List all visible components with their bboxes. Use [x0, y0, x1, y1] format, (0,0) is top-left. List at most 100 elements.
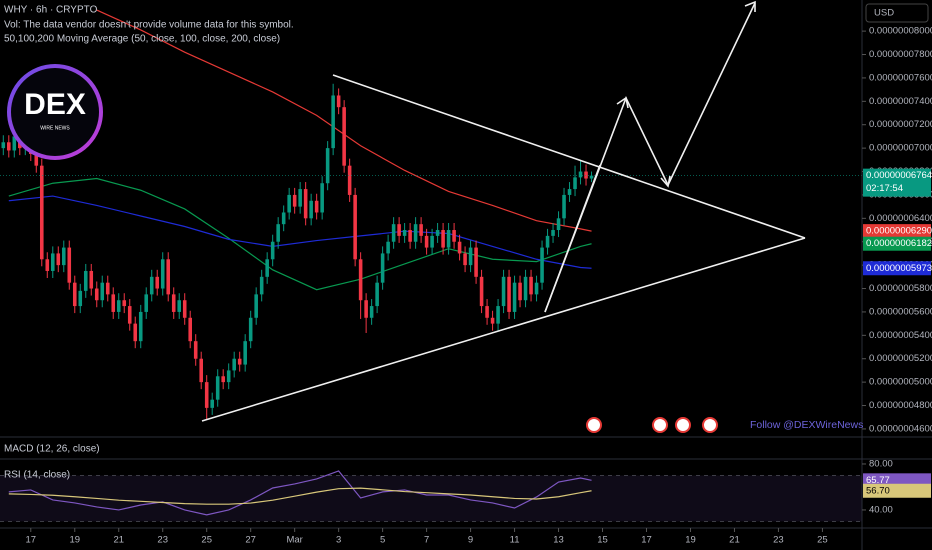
candle-body — [83, 270, 88, 291]
candle-body — [545, 235, 550, 248]
candle-body — [182, 300, 187, 318]
x-tick-label: 17 — [641, 535, 652, 546]
candle-body — [127, 306, 132, 324]
candle-body — [237, 358, 242, 365]
x-tick-label: 23 — [157, 535, 168, 546]
candle-body — [188, 317, 192, 342]
candle-body — [369, 306, 374, 318]
candle-body — [243, 341, 247, 365]
y-tick-label: 0.000000074000 — [869, 96, 932, 107]
logo-text: DEX — [24, 88, 86, 121]
candle-body — [446, 230, 451, 248]
candle-body — [589, 175, 594, 179]
candle-body — [468, 247, 473, 266]
candle-body — [496, 306, 500, 324]
symbol-title: WHY · 6h · CRYPTO — [4, 5, 98, 16]
candle-body — [386, 241, 390, 254]
candle-body — [204, 382, 209, 408]
candle-body — [364, 300, 368, 318]
candle-body — [474, 247, 478, 277]
price-tag — [863, 483, 931, 498]
x-tick-label: 25 — [817, 535, 828, 546]
candle-body — [34, 153, 39, 166]
candle-body — [105, 282, 110, 295]
rsi-title: RSI (14, close) — [4, 470, 70, 481]
volume-note: Vol: The data vendor doesn't provide vol… — [4, 20, 294, 31]
logo-ring — [7, 64, 103, 160]
candle-body — [391, 224, 396, 242]
candle-body — [254, 294, 258, 318]
y-tick-label: 0.000000072000 — [869, 119, 932, 130]
candle-body — [584, 171, 588, 179]
candle-body — [540, 247, 544, 283]
candle-body — [518, 282, 522, 301]
y-tick-label: 0.000000078000 — [869, 49, 932, 60]
candle-body — [463, 253, 467, 266]
candle-body — [7, 142, 11, 151]
candle-body — [358, 259, 363, 301]
macd-title: MACD (12, 26, close) — [4, 444, 100, 455]
candle-body — [210, 399, 214, 408]
rsi-band — [0, 475, 862, 522]
candle-body — [160, 259, 165, 289]
arrow-head — [744, 0, 756, 12]
candle-body — [1, 142, 6, 149]
event-icon[interactable] — [702, 417, 718, 433]
candle-body — [397, 224, 401, 236]
y-tick-label: 0.000000050000 — [869, 377, 932, 388]
price-tag-label: 0.000000059733 — [866, 263, 932, 274]
candle-body — [265, 259, 269, 277]
candle-body — [430, 235, 434, 248]
event-icon[interactable] — [652, 417, 668, 433]
candle-body — [270, 241, 275, 260]
event-icon[interactable] — [586, 417, 602, 433]
candle-body — [298, 189, 302, 207]
candle-body — [67, 247, 72, 283]
price-tag-label: 0.000000062906 — [866, 226, 932, 237]
candle-body — [501, 276, 506, 307]
candle-body — [100, 282, 105, 301]
candle-body — [342, 107, 346, 166]
x-tick-label: 9 — [468, 535, 473, 546]
candle-body — [276, 224, 280, 242]
y-tick-label: 0.000000054000 — [869, 330, 932, 341]
candle-body — [138, 311, 143, 342]
candle-body — [177, 300, 182, 312]
y-tick-label: 0.000000058000 — [869, 283, 932, 294]
candle-body — [490, 317, 495, 324]
candle-body — [155, 276, 160, 289]
candle-body — [441, 230, 445, 248]
candle-body — [309, 200, 313, 219]
candle-body — [281, 212, 286, 225]
y-tick-label: 80.00 — [869, 458, 893, 469]
countdown: 02:17:54 — [866, 183, 903, 194]
line-series — [8, 195, 592, 269]
trendline-upper — [332, 74, 806, 239]
candle-body — [232, 358, 236, 371]
candle-body — [166, 259, 171, 295]
x-tick-label: 25 — [201, 535, 212, 546]
currency-box[interactable] — [865, 3, 929, 23]
plot-area — [0, 9, 862, 522]
y-tick-label: 40.00 — [869, 504, 893, 515]
candle-body — [457, 241, 462, 254]
candle-body — [336, 95, 341, 108]
x-tick-label: 27 — [245, 535, 256, 546]
candle-body — [375, 282, 379, 307]
line-series — [96, 9, 592, 232]
follow-text: Follow @DEXWireNews — [750, 419, 863, 431]
candle-body — [221, 376, 225, 383]
event-icons — [586, 417, 718, 433]
logo: DEX WIRE NEWS — [7, 64, 103, 160]
candle-body — [325, 148, 330, 184]
candle-body — [331, 95, 335, 149]
price-tag-label: 0.000000061829 — [866, 238, 932, 249]
event-icon[interactable] — [675, 417, 691, 433]
price-tag — [863, 224, 931, 239]
price-tag-label: 65.77 — [866, 475, 890, 486]
price-tag-label: 56.70 — [866, 485, 890, 496]
y-tick-label: 0.000000080000 — [869, 26, 932, 37]
y-tick-label: 0.000000056000 — [869, 306, 932, 317]
candle-body — [61, 247, 66, 266]
